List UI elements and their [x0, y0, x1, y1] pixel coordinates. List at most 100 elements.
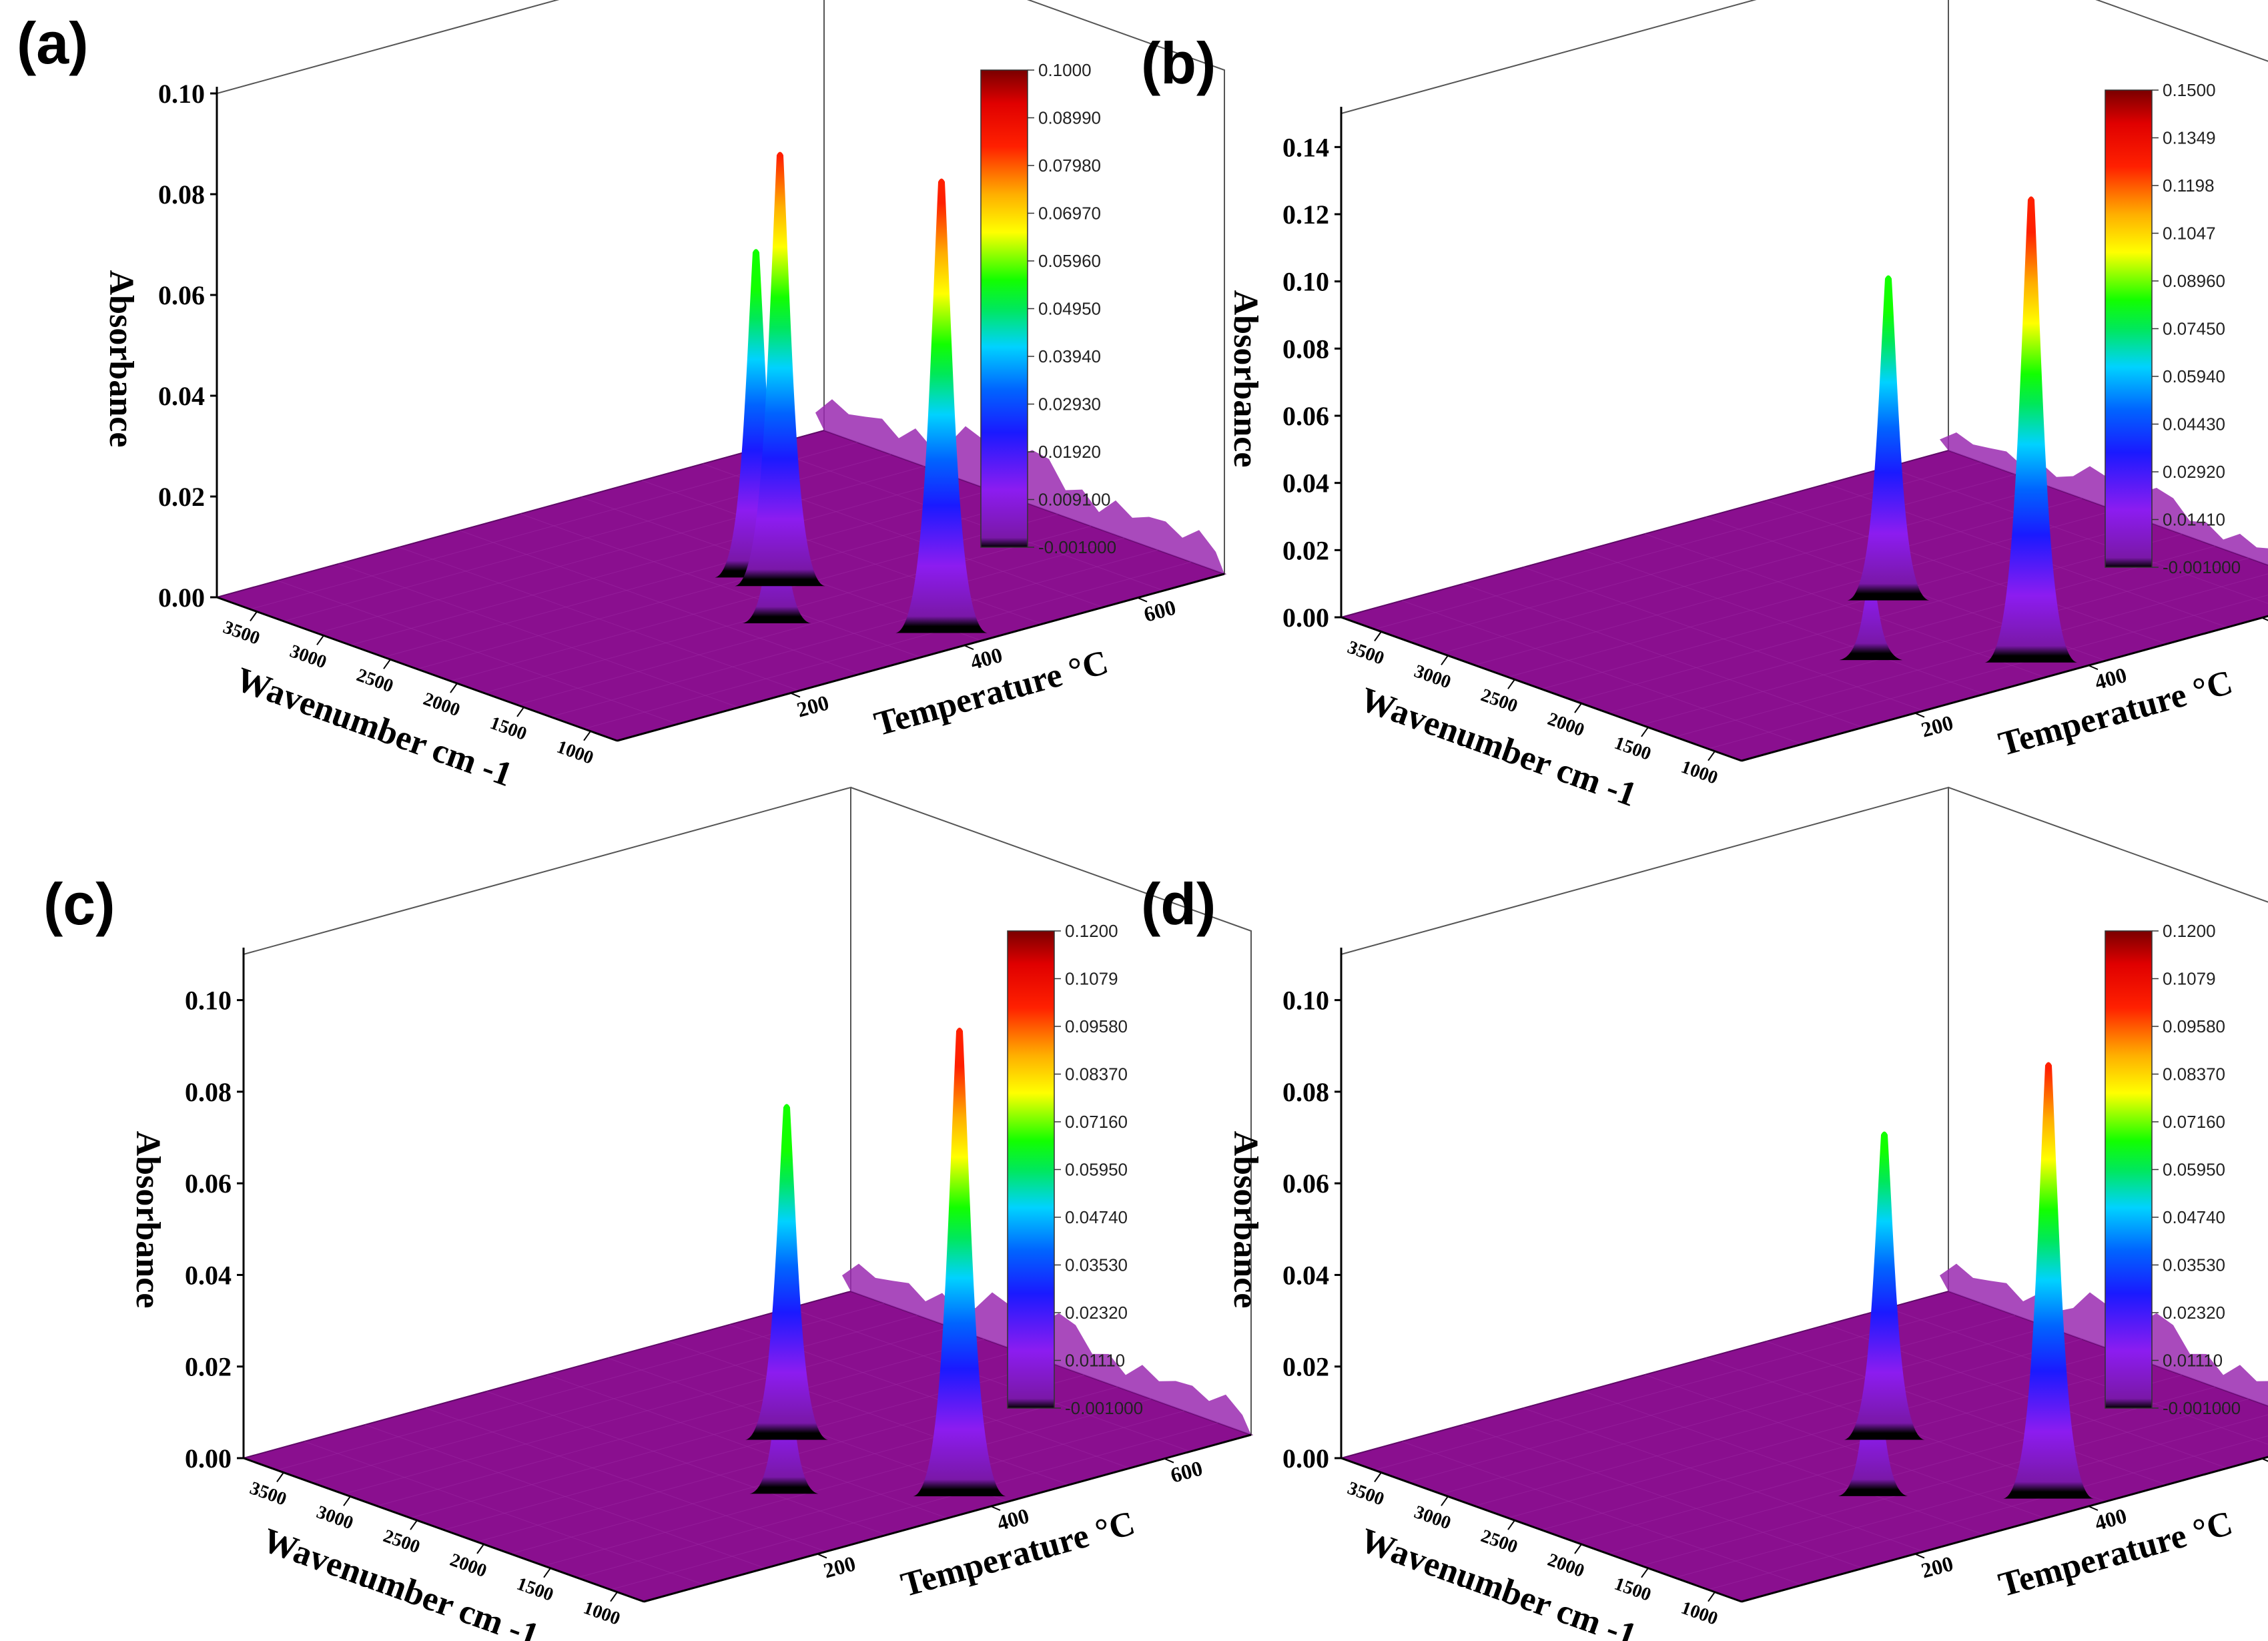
z-tick-label: 0.10 — [158, 79, 205, 109]
x-tick-mark — [316, 635, 324, 645]
panel-label: (c) — [43, 871, 115, 937]
floor-grid-line — [1523, 567, 1924, 711]
x-tick-mark — [543, 1568, 551, 1578]
back-wall-right — [1027, 0, 1225, 574]
x-axis-line — [1341, 1457, 1742, 1603]
x-tick-mark — [1708, 751, 1716, 761]
colorbar — [2105, 930, 2153, 1409]
x-tick-mark — [276, 1471, 284, 1483]
x-axis-line — [1341, 616, 1742, 762]
x-tick-mark — [250, 611, 258, 622]
x-tick-label: 3500 — [1345, 1478, 1387, 1510]
y-tick-mark — [817, 1553, 827, 1559]
y-tick-mark — [964, 645, 974, 651]
x-tick-label: 2000 — [1545, 709, 1587, 741]
colorbar-tick-label: 0.02320 — [1065, 1303, 1128, 1323]
floor-grid-line — [1401, 1441, 1803, 1586]
colorbar-tick-label: 0.02930 — [1038, 394, 1101, 414]
z-tick-label: 0.02 — [158, 482, 205, 512]
x-tick-mark — [1507, 1520, 1515, 1530]
x-tick-mark — [1574, 703, 1582, 713]
x-tick-label: 1500 — [1611, 733, 1653, 765]
z-tick-label: 0.02 — [1282, 1352, 1329, 1382]
x-tick-label: 1000 — [554, 737, 596, 769]
x-tick-mark — [516, 707, 524, 717]
y-tick-label: 400 — [2092, 1504, 2129, 1535]
y-axis-line — [643, 1433, 1252, 1603]
peak-3 — [895, 178, 988, 633]
x-tick-label: 3500 — [1345, 637, 1387, 669]
colorbar-tick-label: 0.07980 — [1038, 155, 1101, 176]
x-tick-label: 1500 — [1611, 1574, 1653, 1606]
colorbar-tick-label: 0.05940 — [2163, 366, 2225, 386]
colorbar-tick-label: -0.001000 — [1065, 1398, 1143, 1418]
floor-grid-line — [1644, 533, 2046, 678]
z-tick-label: 0.10 — [1282, 986, 1329, 1016]
y-tick-mark — [2088, 665, 2099, 671]
floor-grid-line — [1462, 583, 1864, 728]
y-tick-label: 600 — [1141, 595, 1178, 626]
x-tick-label: 3000 — [1411, 661, 1453, 693]
surface-ridge — [1940, 1263, 2268, 1406]
colorbar-tick-label: 0.05950 — [1065, 1160, 1128, 1180]
colorbar-tick-label: -0.001000 — [2163, 557, 2241, 577]
y-tick-mark — [1914, 712, 1925, 718]
colorbar-tick-label: 0.08370 — [1065, 1064, 1128, 1084]
floor-grid-line — [1766, 1341, 2167, 1486]
z-tick-label: 0.06 — [1282, 1169, 1329, 1199]
colorbar-tick-label: -0.001000 — [1038, 537, 1116, 557]
x-tick-mark — [343, 1496, 351, 1506]
colorbar-tick-label: 0.05950 — [2163, 1160, 2225, 1180]
x-tick-mark — [1641, 1568, 1649, 1578]
y-tick-label: 200 — [794, 690, 831, 721]
peak-0 — [745, 1104, 829, 1440]
colorbar-tick-label: 0.04740 — [2163, 1207, 2225, 1227]
floor-grid-line — [425, 1407, 827, 1552]
floor-grid-line — [1401, 600, 1803, 745]
y-tick-label: 200 — [821, 1551, 858, 1582]
back-wall-right — [1948, 787, 2268, 903]
colorbar-tick-label: -0.001000 — [2163, 1398, 2241, 1418]
floor-grid-line — [1583, 550, 1985, 695]
panel-label: (b) — [1141, 30, 1216, 96]
colorbar-tick-label: 0.01110 — [1065, 1351, 1125, 1371]
floor-grid-line — [546, 1374, 948, 1519]
colorbar-tick-label: 0.05960 — [1038, 251, 1101, 271]
peak-1 — [1839, 580, 1903, 661]
colorbar-tick-label: 0.1000 — [1038, 60, 1092, 80]
y-axis-line — [1741, 1455, 2268, 1603]
x-tick-mark — [610, 1592, 618, 1602]
z-tick-label: 0.02 — [1282, 535, 1329, 565]
floor-grid-line — [789, 1307, 1191, 1452]
colorbar-tick-label: 0.02920 — [2163, 462, 2225, 482]
colorbar-tick-label: 0.08370 — [2163, 1064, 2225, 1084]
floor-grid-line — [1766, 500, 2167, 645]
z-tick-label: 0.06 — [1282, 401, 1329, 431]
x-tick-label: 2500 — [354, 665, 396, 697]
colorbar-tick-label: 0.009100 — [1038, 490, 1110, 510]
floor-grid-line — [1583, 1391, 1985, 1536]
z-tick-label: 0.08 — [1282, 334, 1329, 364]
x-tick-label: 1000 — [581, 1598, 623, 1630]
colorbar-tick-label: 0.04430 — [2163, 414, 2225, 434]
x-tick-label: 1000 — [1678, 757, 1720, 789]
x-tick-mark — [1641, 727, 1649, 737]
y-tick-mark — [2261, 617, 2268, 621]
colorbar-tick-label: 0.04950 — [1038, 299, 1101, 319]
floor-grid-line — [364, 1424, 766, 1569]
z-tick-label: 0.10 — [185, 986, 232, 1016]
colorbar — [2105, 89, 2153, 568]
colorbar-tick-label: 0.1047 — [2163, 224, 2216, 244]
x-tick-label: 1000 — [1678, 1598, 1720, 1630]
chart-panel-a: 0.00 0.02 0.04 0.06 0.08 0.10 Absorbance 3500 30… — [17, 0, 1227, 794]
colorbar-tick-label: 0.03530 — [2163, 1255, 2225, 1275]
z-axis-label: Absorbance — [129, 1131, 167, 1309]
colorbar-tick-label: 0.06970 — [1038, 204, 1101, 224]
peak-0 — [1847, 275, 1930, 601]
floor-grid-line — [520, 513, 921, 658]
z-tick-label: 0.04 — [185, 1260, 232, 1290]
y-axis-line — [617, 573, 1225, 742]
x-tick-label: 3000 — [314, 1502, 356, 1534]
peak-2 — [2003, 1062, 2094, 1499]
z-tick-label: 0.14 — [1282, 132, 1329, 162]
